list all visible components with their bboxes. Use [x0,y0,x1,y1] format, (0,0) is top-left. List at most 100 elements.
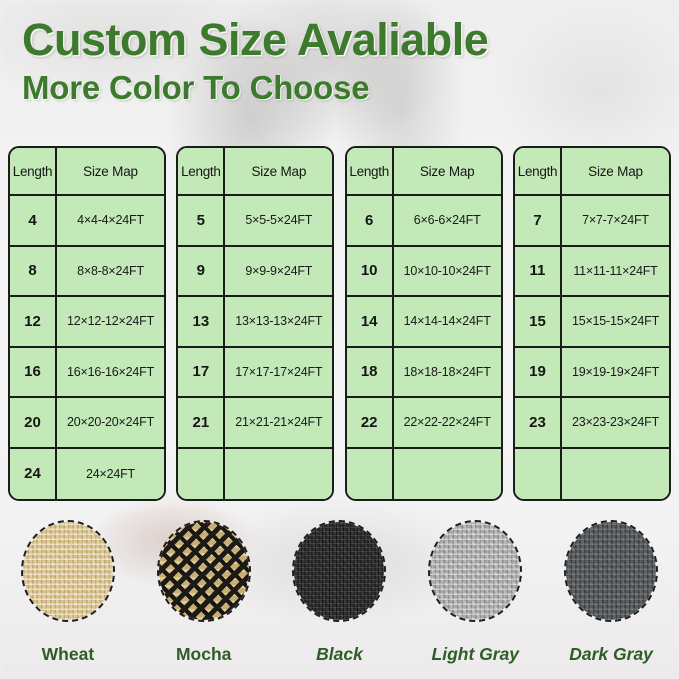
cell-size-map [225,448,333,499]
table-row: 23 23×23-23×24FT [514,398,669,449]
table-row: 18 18×18-18×24FT [346,347,501,398]
cell-size-map: 6×6-6×24FT [393,196,501,245]
cell-length: 21 [178,398,226,447]
column-header-size-map: Size Map [225,148,333,194]
table-row: 22 22×22-22×24FT [346,398,501,449]
page-title: Custom Size Avaliable [22,14,489,65]
size-table: Length Size Map 6 6×6-6×24FT 10 10×10-10×24FT… [344,146,503,501]
column-header-length: Length [178,148,226,194]
cell-size-map: 19×19-19×24FT [561,347,669,396]
cell-size-map: 11×11-11×24FT [561,246,669,295]
table-row: 12 12×12-12×24FT [10,297,164,348]
column-header-length: Length [10,148,57,194]
cell-size-map: 8×8-8×24FT [57,246,164,295]
color-swatch-item[interactable]: Dark Gray [543,520,679,675]
table-row: 11 11×11-11×24FT [514,246,669,297]
column-header-length: Length [346,148,394,194]
cell-length: 24 [10,448,57,499]
column-header-size-map: Size Map [393,148,501,194]
swatch-label: Black [316,644,363,664]
cell-size-map: 10×10-10×24FT [393,246,501,295]
cell-length: 23 [514,398,562,447]
cell-length: 11 [514,246,562,295]
cell-length: 4 [10,196,57,245]
fabric-swatch-icon[interactable] [156,520,251,622]
table-row: 14 14×14-14×24FT [346,297,501,348]
size-table: Length Size Map 4 4×4-4×24FT 8 8×8-8×24FT 12 12… [8,146,166,501]
cell-size-map [561,448,669,499]
headings-block: Custom Size Avaliable More Color To Choo… [22,14,489,107]
fabric-swatch-icon[interactable] [292,520,387,622]
table-row: 7 7×7-7×24FT [514,196,669,247]
cell-length: 15 [514,297,562,346]
cell-length: 12 [10,297,57,346]
swatch-texture [430,522,521,620]
table-row: 16 16×16-16×24FT [10,347,164,398]
color-swatch-item[interactable]: Light Gray [407,520,543,675]
cell-size-map: 15×15-15×24FT [561,297,669,346]
fabric-swatch-icon[interactable] [20,520,115,622]
cell-length: 5 [178,196,226,245]
cell-length: 14 [346,297,394,346]
cell-length: 6 [346,196,394,245]
cell-size-map: 13×13-13×24FT [225,297,333,346]
cell-length: 9 [178,246,226,295]
fabric-swatch-icon[interactable] [428,520,523,622]
cell-size-map: 16×16-16×24FT [57,347,164,396]
cell-length: 10 [346,246,394,295]
swatch-label: Light Gray [431,644,520,664]
cell-length: 22 [346,398,394,447]
cell-size-map: 24×24FT [57,448,164,499]
table-row: 20 20×20-20×24FT [10,398,164,449]
table-row: 10 10×10-10×24FT [346,246,501,297]
cell-size-map: 21×21-21×24FT [225,398,333,447]
cell-size-map: 5×5-5×24FT [225,196,333,245]
cell-length: 16 [10,347,57,396]
cell-size-map: 23×23-23×24FT [561,398,669,447]
swatch-label: Dark Gray [569,644,653,664]
color-swatch-item[interactable]: Wheat [0,520,136,675]
fabric-swatch-icon[interactable] [564,520,659,622]
cell-size-map: 14×14-14×24FT [393,297,501,346]
table-row: 19 19×19-19×24FT [514,347,669,398]
cell-size-map: 22×22-22×24FT [393,398,501,447]
cell-size-map: 17×17-17×24FT [225,347,333,396]
cell-length: 20 [10,398,57,447]
color-swatch-item[interactable]: Black [272,520,408,675]
cell-length [514,448,562,499]
color-swatch-item[interactable]: Mocha [136,520,272,675]
swatch-label: Wheat [41,644,95,664]
swatch-texture [158,522,249,620]
cell-size-map: 7×7-7×24FT [561,196,669,245]
cell-size-map: 20×20-20×24FT [57,398,164,447]
cell-length: 19 [514,347,562,396]
column-header-size-map: Size Map [561,148,669,194]
table-row [514,448,669,499]
table-row: 21 21×21-21×24FT [178,398,333,449]
table-row: 6 6×6-6×24FT [346,196,501,247]
swatch-label: Mocha [175,644,232,664]
cell-size-map: 18×18-18×24FT [393,347,501,396]
table-header-row: Length Size Map [178,148,333,196]
page-subtitle: More Color To Choose [22,69,370,107]
cell-size-map: 12×12-12×24FT [57,297,164,346]
cell-size-map [393,448,501,499]
cell-length: 8 [10,246,57,295]
swatch-texture [22,522,113,620]
table-header-row: Length Size Map [10,148,164,196]
table-row: 17 17×17-17×24FT [178,347,333,398]
table-row: 5 5×5-5×24FT [178,196,333,247]
swatch-texture [566,522,657,620]
size-table: Length Size Map 7 7×7-7×24FT 11 11×11-11×24FT… [512,146,671,501]
cell-length: 13 [178,297,226,346]
table-row: 9 9×9-9×24FT [178,246,333,297]
table-row: 13 13×13-13×24FT [178,297,333,348]
table-row: 15 15×15-15×24FT [514,297,669,348]
size-tables-group: Length Size Map 4 4×4-4×24FT 8 8×8-8×24FT 12 12… [8,146,671,501]
table-row: 8 8×8-8×24FT [10,246,164,297]
table-header-row: Length Size Map [514,148,669,196]
cell-size-map: 9×9-9×24FT [225,246,333,295]
cell-length: 7 [514,196,562,245]
table-row: 4 4×4-4×24FT [10,196,164,247]
table-row: 24 24×24FT [10,448,164,499]
